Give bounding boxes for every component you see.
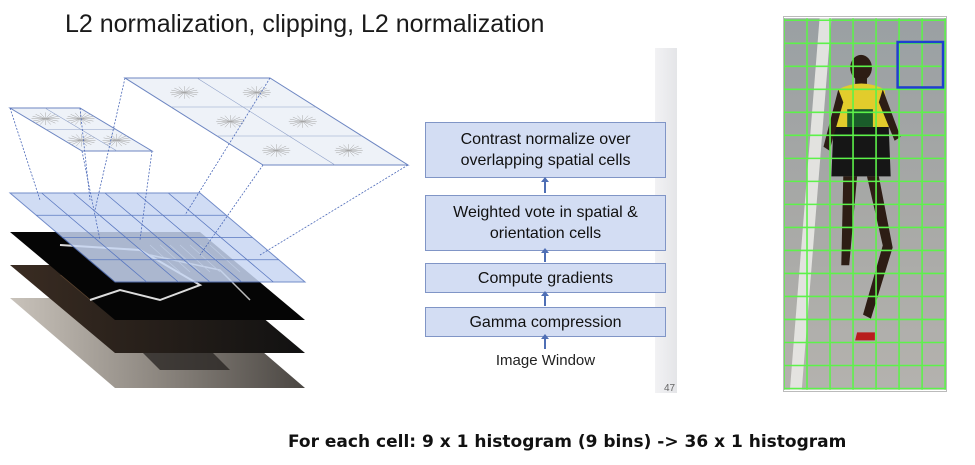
arrow-up-icon (541, 177, 549, 193)
runner-photo-with-cell-grid (783, 16, 947, 392)
step-compute-gradients: Compute gradients (425, 263, 666, 293)
slide-title: L2 normalization, clipping, L2 normaliza… (65, 10, 545, 38)
cell-grid (784, 18, 946, 390)
arrow-up-icon (541, 248, 549, 262)
block-connectors (9, 77, 409, 256)
image-window-label: Image Window (495, 352, 596, 369)
arrow-up-icon (541, 334, 549, 349)
step-weighted-vote: Weighted vote in spatial & orientation c… (425, 195, 666, 251)
block-plane-small (8, 107, 154, 152)
step-gamma-compression: Gamma compression (425, 307, 666, 337)
highlighted-block (896, 40, 945, 89)
step-contrast-normalize: Contrast normalize over overlapping spat… (425, 122, 666, 178)
caption: For each cell: 9 x 1 histogram (9 bins) … (288, 432, 847, 452)
cell-grid-layer (8, 192, 307, 283)
block-plane-large (123, 77, 410, 166)
arrow-up-icon (541, 291, 549, 306)
hog-layer-stack-illustration (8, 77, 410, 388)
slide-number: 47 (664, 383, 676, 394)
